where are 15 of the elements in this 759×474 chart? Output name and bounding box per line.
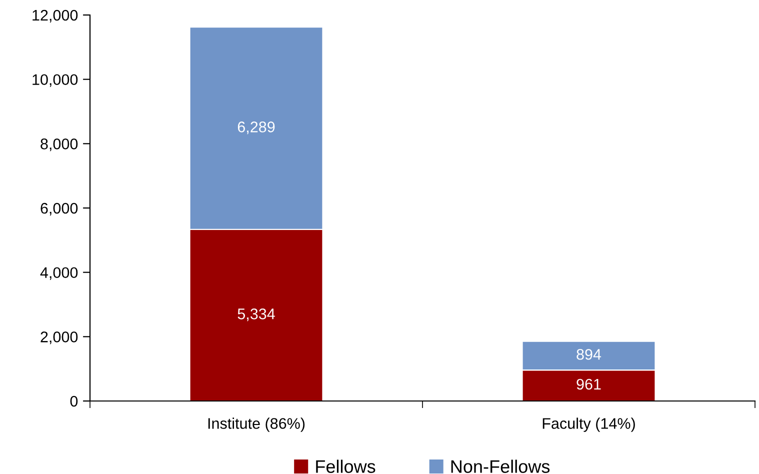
y-tick-label: 0 [70, 396, 78, 407]
x-tick-label: Faculty (14%) [542, 418, 635, 432]
y-tick-label: 10,000 [32, 74, 78, 87]
data-label: 5,334 [238, 308, 275, 322]
y-tick-label: 4,000 [40, 267, 78, 280]
data-label: 894 [576, 348, 602, 360]
y-tick-label: 8,000 [40, 138, 78, 152]
data-label: 961 [576, 378, 601, 390]
y-tick-label: 12,000 [32, 10, 78, 22]
legend-label: Fellows [316, 460, 376, 473]
legend-label: Non-Fellows [451, 460, 550, 473]
y-tick-label: 6,000 [40, 202, 78, 216]
data-label: 6,289 [238, 122, 275, 134]
y-tick-label: 2,000 [40, 332, 78, 344]
x-tick-label: Institute (86%) [208, 418, 305, 432]
